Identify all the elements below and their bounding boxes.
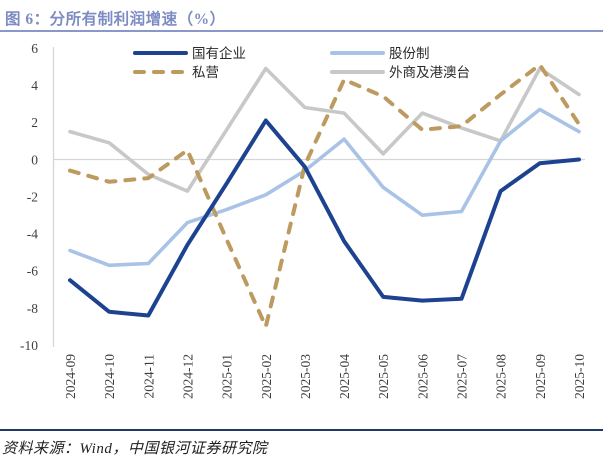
y-tick-label: -4 — [27, 227, 38, 242]
figure-header: 图 6：分所有制利润增速（%） — [0, 0, 603, 32]
y-tick-label: 4 — [31, 78, 38, 93]
legend-item-国有企业: 国有企业 — [133, 45, 246, 61]
legend-item-股份制: 股份制 — [330, 46, 430, 61]
figure-title: 图 6：分所有制利润增速（%） — [5, 11, 226, 28]
x-tick-label: 2025-08 — [494, 354, 509, 399]
x-tick-label: 2025-02 — [259, 354, 274, 399]
legend-label: 国有企业 — [192, 45, 246, 61]
figure-footer: 资料来源：Wind，中国银河证券研究院 — [0, 429, 603, 458]
legend-label: 私营 — [192, 65, 219, 80]
legend-label: 外商及港澳台 — [389, 65, 470, 80]
x-tick-label: 2025-10 — [572, 354, 587, 399]
chart-area: 6 4 2 0 -2 -4 -6 -8 -10 2024-09 2024-10 2024-11 2024… — [0, 34, 603, 431]
series-line-外商及港澳台 — [68, 66, 581, 193]
source-note: 资料来源：Wind，中国银河证券研究院 — [2, 441, 268, 457]
x-tick-label: 2025-06 — [415, 354, 430, 399]
x-tick-label: 2024-09 — [63, 354, 78, 399]
legend-item-外商及港澳台: 外商及港澳台 — [330, 65, 470, 80]
x-tick-label: 2025-07 — [455, 354, 470, 399]
y-tick-label: -6 — [27, 264, 38, 279]
legend-label: 股份制 — [389, 46, 430, 61]
x-tick-label: 2025-04 — [337, 354, 352, 399]
y-tick-label: -2 — [27, 189, 38, 204]
x-tick-label: 2025-03 — [298, 354, 313, 399]
x-tick-label: 2025-01 — [220, 354, 235, 399]
y-tick-label: -10 — [20, 338, 38, 353]
x-tick-label: 2025-09 — [533, 354, 548, 399]
y-tick-label: 2 — [31, 115, 38, 130]
y-tick-label: -8 — [27, 301, 38, 316]
profit-growth-line-chart: 6 4 2 0 -2 -4 -6 -8 -10 2024-09 2024-10 2024-11 2024… — [20, 41, 587, 399]
y-tick-label: 6 — [31, 41, 38, 56]
series-line-私营 — [68, 62, 581, 329]
x-tick-label: 2024-10 — [102, 354, 117, 399]
x-tick-label: 2024-12 — [180, 354, 195, 399]
series-line-国有企业 — [68, 118, 581, 318]
legend-item-私营: 私营 — [133, 65, 219, 80]
series-line-股份制 — [68, 107, 581, 268]
x-tick-label: 2024-11 — [141, 354, 156, 399]
x-tick-label: 2025-05 — [376, 354, 391, 399]
y-tick-label: 0 — [31, 152, 38, 167]
